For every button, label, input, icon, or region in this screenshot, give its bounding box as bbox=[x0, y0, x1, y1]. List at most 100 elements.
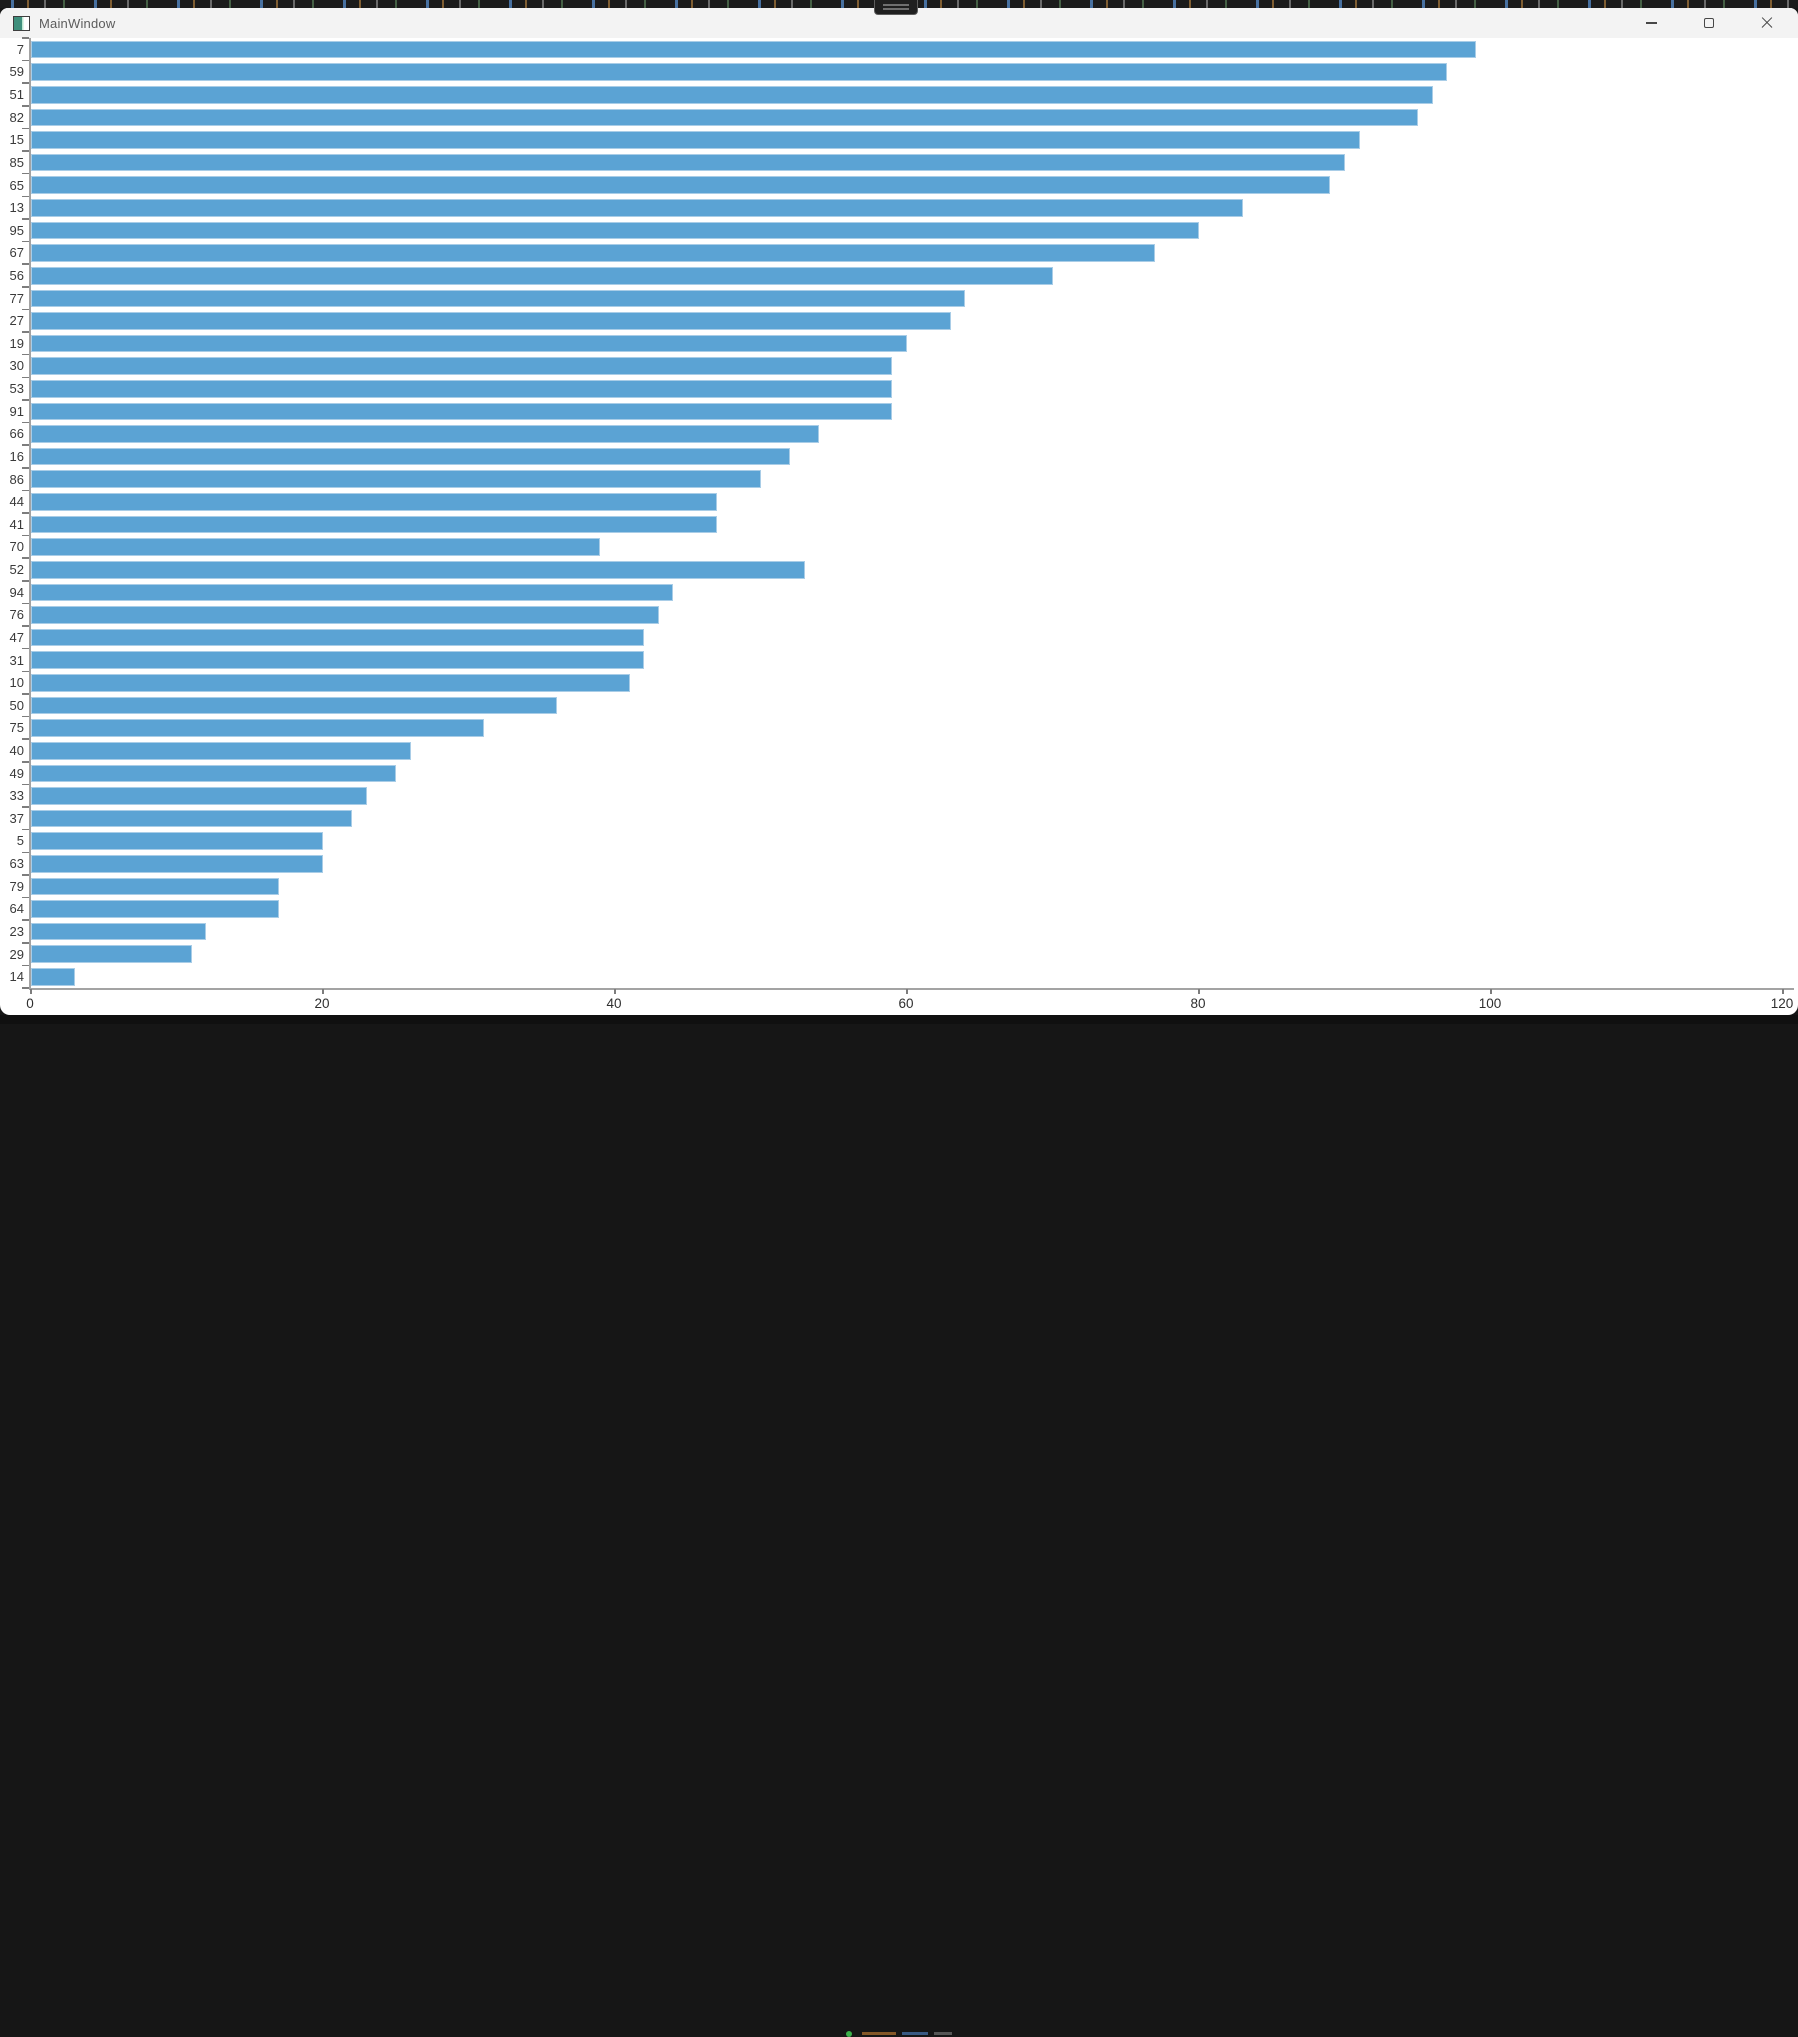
x-axis-tick bbox=[322, 989, 324, 994]
maximize-button[interactable] bbox=[1680, 8, 1738, 38]
bar bbox=[31, 40, 1477, 59]
bar bbox=[31, 719, 484, 737]
window-title: MainWindow bbox=[39, 15, 116, 31]
taskbar-sliver bbox=[0, 1015, 1798, 2037]
y-axis-tick bbox=[22, 286, 29, 288]
bar bbox=[31, 515, 718, 534]
y-axis-tick bbox=[22, 761, 29, 763]
maximize-icon bbox=[1704, 18, 1714, 28]
x-tick-label: 40 bbox=[606, 996, 622, 1011]
bar bbox=[31, 108, 1418, 127]
y-axis-tick bbox=[22, 150, 29, 152]
bar bbox=[31, 470, 761, 489]
y-axis-tick bbox=[22, 580, 29, 582]
y-tick-label: 51 bbox=[9, 87, 24, 103]
y-axis-tick bbox=[22, 127, 29, 130]
bar bbox=[31, 538, 601, 556]
y-tick-label: 86 bbox=[9, 471, 24, 487]
y-axis-tick bbox=[22, 670, 29, 673]
bar bbox=[31, 945, 192, 964]
bar bbox=[31, 312, 951, 330]
y-axis-line bbox=[29, 38, 31, 988]
minimize-button[interactable] bbox=[1622, 8, 1680, 38]
bar bbox=[31, 968, 75, 986]
bar bbox=[31, 560, 805, 579]
y-tick-label: 44 bbox=[9, 494, 24, 510]
caption-buttons bbox=[1622, 8, 1796, 38]
bar bbox=[31, 606, 659, 624]
x-axis-tick bbox=[30, 989, 32, 994]
bar bbox=[31, 153, 1345, 172]
y-axis-tick bbox=[22, 851, 29, 854]
bar bbox=[31, 63, 1448, 81]
y-tick-label: 70 bbox=[9, 539, 24, 555]
y-tick-label: 56 bbox=[9, 267, 24, 283]
bar bbox=[31, 199, 1243, 217]
bar bbox=[31, 425, 820, 443]
y-tick-label: 40 bbox=[9, 742, 24, 758]
y-tick-label: 29 bbox=[9, 946, 24, 962]
y-tick-label: 66 bbox=[9, 426, 24, 442]
x-tick-label: 60 bbox=[898, 996, 914, 1011]
y-tick-label: 30 bbox=[9, 358, 24, 374]
y-tick-label: 14 bbox=[9, 969, 24, 985]
y-axis-tick bbox=[22, 874, 29, 876]
bar bbox=[31, 651, 645, 670]
x-axis-tick bbox=[1198, 989, 1200, 994]
x-axis-tick bbox=[1782, 989, 1784, 994]
bar bbox=[31, 266, 1053, 285]
y-tick-label: 94 bbox=[9, 584, 24, 600]
y-axis-tick bbox=[22, 783, 29, 786]
bar bbox=[31, 85, 1433, 104]
close-button[interactable] bbox=[1738, 8, 1796, 38]
bar bbox=[31, 877, 280, 896]
close-icon bbox=[1761, 17, 1773, 29]
y-axis-tick bbox=[22, 964, 29, 967]
x-axis-tick bbox=[614, 989, 616, 994]
y-tick-label: 52 bbox=[9, 562, 24, 578]
y-tick-label: 65 bbox=[9, 177, 24, 193]
bar bbox=[31, 922, 207, 941]
bar bbox=[31, 787, 367, 805]
bar bbox=[31, 402, 893, 421]
bar bbox=[31, 244, 1156, 262]
y-tick-label: 10 bbox=[9, 675, 24, 691]
x-tick-label: 0 bbox=[26, 996, 34, 1011]
y-tick-label: 27 bbox=[9, 313, 24, 329]
y-axis-tick bbox=[22, 353, 29, 356]
y-tick-label: 64 bbox=[9, 901, 24, 917]
y-axis-tick bbox=[22, 82, 29, 84]
taskbar-text-fragment bbox=[902, 2032, 928, 2035]
y-axis-tick bbox=[22, 738, 29, 740]
bar bbox=[31, 380, 893, 398]
y-axis-tick bbox=[22, 399, 29, 401]
y-axis-tick bbox=[22, 240, 29, 243]
y-axis-tick bbox=[22, 806, 29, 808]
y-tick-label: 47 bbox=[9, 629, 24, 645]
drag-handle-icon[interactable] bbox=[874, 0, 918, 15]
y-tick-label: 75 bbox=[9, 720, 24, 736]
y-tick-label: 37 bbox=[9, 810, 24, 826]
y-axis-tick bbox=[22, 37, 29, 39]
y-tick-label: 76 bbox=[9, 607, 24, 623]
bar bbox=[31, 493, 718, 511]
bar bbox=[31, 696, 557, 715]
y-tick-label: 41 bbox=[9, 516, 24, 532]
y-tick-label: 33 bbox=[9, 788, 24, 804]
bar bbox=[31, 855, 323, 873]
y-axis-tick bbox=[22, 489, 29, 492]
y-axis-tick bbox=[22, 693, 29, 695]
bar bbox=[31, 176, 1331, 195]
bar bbox=[31, 357, 893, 375]
x-tick-label: 120 bbox=[1770, 996, 1794, 1011]
bar bbox=[31, 741, 411, 760]
y-axis-tick bbox=[22, 467, 29, 469]
bar bbox=[31, 674, 630, 692]
y-axis-tick bbox=[22, 172, 29, 175]
y-axis-tick bbox=[22, 557, 29, 559]
y-tick-label: 15 bbox=[9, 132, 24, 148]
y-axis-tick bbox=[22, 421, 29, 424]
y-tick-label: 63 bbox=[9, 856, 24, 872]
y-axis-tick bbox=[22, 376, 29, 379]
y-tick-label: 82 bbox=[9, 109, 24, 125]
